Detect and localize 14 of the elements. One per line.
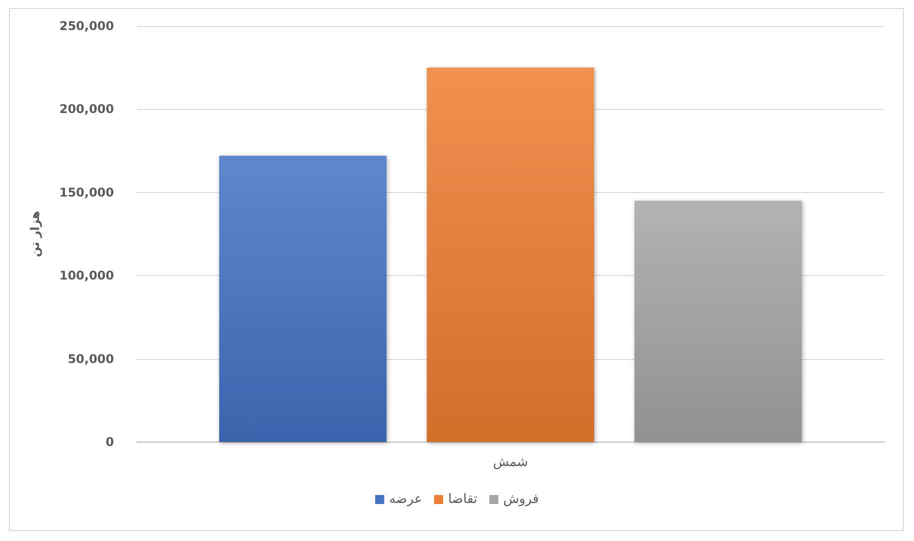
bar bbox=[219, 156, 387, 442]
y-tick-label: 250,000 bbox=[59, 19, 114, 33]
bar bbox=[426, 68, 594, 442]
y-tick-label: 100,000 bbox=[59, 268, 114, 283]
y-tick-label: 0 bbox=[106, 435, 114, 449]
y-tick-label: 150,000 bbox=[59, 185, 114, 200]
legend-label: تقاضا bbox=[448, 492, 478, 507]
legend-label: فروش bbox=[503, 492, 539, 507]
bar bbox=[634, 200, 802, 442]
y-axis-title: هزار تن bbox=[28, 210, 42, 258]
y-tick-label: 50,000 bbox=[68, 352, 114, 366]
y-tick-label: 200,000 bbox=[59, 102, 114, 116]
legend-label: عرضه bbox=[389, 492, 422, 507]
x-tick-label: شمش bbox=[493, 455, 528, 470]
